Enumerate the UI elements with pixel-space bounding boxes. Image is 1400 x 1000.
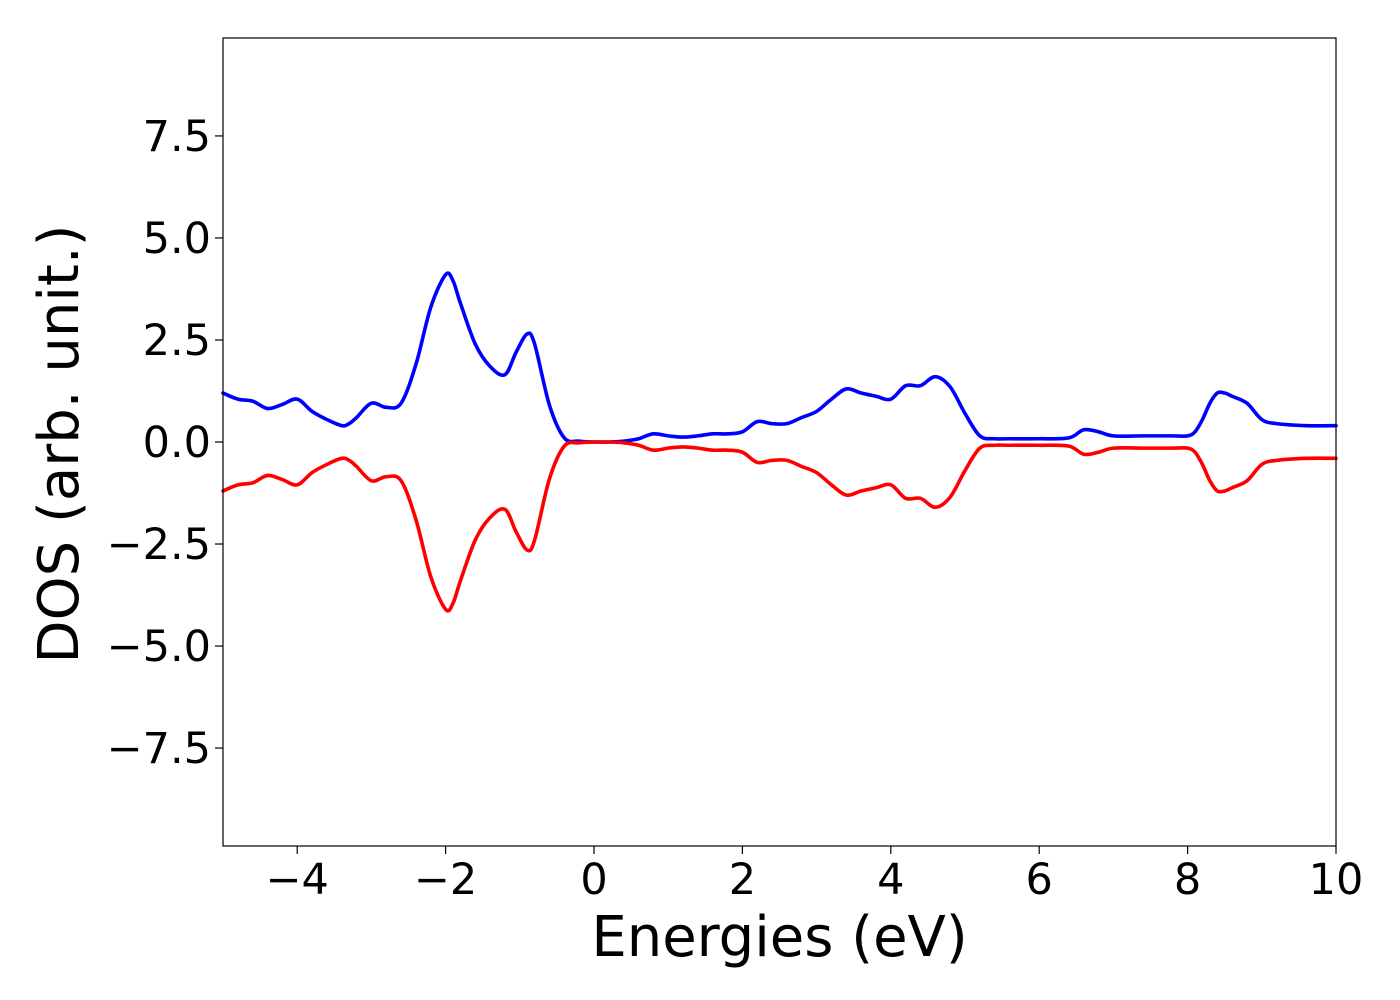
y-axis-title: DOS (arb. unit.) [27, 224, 92, 663]
dos-spin-up-line [221, 271, 1338, 444]
x-tick-label: 6 [1026, 855, 1053, 905]
y-tick-label: 7.5 [143, 112, 211, 162]
dos-spin-down-line [221, 440, 1338, 613]
x-tick-label: 0 [580, 855, 607, 905]
y-tick-label: −7.5 [107, 724, 211, 774]
plot-frame [222, 37, 1337, 847]
x-tick-label: −2 [414, 855, 477, 905]
y-tick-label: 5.0 [143, 214, 211, 264]
x-axis-title: Energies (eV) [591, 905, 967, 970]
y-tick-label: −2.5 [107, 520, 211, 570]
ticks-layer: −4 −2 0 2 4 6 8 10 7.5 5.0 2.5 0.0 −2.5 −5.0 −7.5 [107, 112, 1364, 905]
x-tick-label: 4 [877, 855, 904, 905]
y-tick-label: 2.5 [143, 316, 211, 366]
x-tick-label: −4 [266, 855, 329, 905]
y-tick-label: −5.0 [107, 622, 211, 672]
x-tick-label: 2 [729, 855, 756, 905]
series-layer [221, 271, 1338, 613]
y-tick-label: 0.0 [143, 418, 211, 468]
x-tick-label: 8 [1174, 855, 1201, 905]
x-tick-label: 10 [1309, 855, 1364, 905]
